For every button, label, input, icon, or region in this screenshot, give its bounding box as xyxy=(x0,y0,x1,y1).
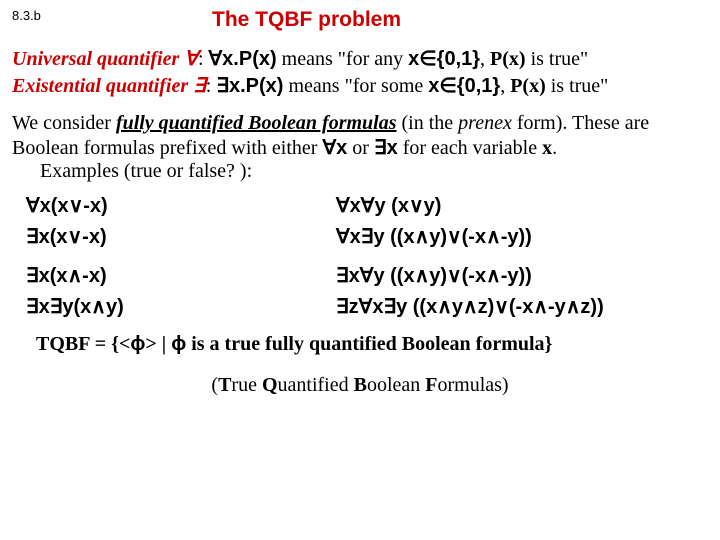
text: means "for some xyxy=(283,75,428,97)
forall-symbol: ∀ xyxy=(184,48,198,70)
text: is a true fully quantified Boolean formu… xyxy=(186,333,552,355)
text: ormulas xyxy=(437,374,501,396)
var-x: x xyxy=(542,137,552,159)
text: > | xyxy=(145,333,171,355)
examples-left-column: ∀x(x∨-x) ∃x(x∨-x) ∃x(x∧-x) ∃x∃y(x∧y) xyxy=(26,193,336,319)
description-paragraph: We consider fully quantified Boolean for… xyxy=(12,112,708,183)
phi-symbol: ϕ xyxy=(130,333,145,355)
exists-symbol: ∃ xyxy=(193,75,206,97)
existential-expr: ∃x.P(x) xyxy=(216,75,283,97)
text: . xyxy=(552,137,557,159)
text: for each variable xyxy=(398,137,542,159)
example-formula: ∀x∀y (x∨y) xyxy=(336,193,708,218)
example-formula: ∃x∀y ((x∧y)∨(-x∧-y)) xyxy=(336,263,708,288)
section-number: 8.3.b xyxy=(12,8,212,23)
text: , xyxy=(500,75,510,97)
existential-quantifier-line: Existential quantifier ∃: ∃x.P(x) means … xyxy=(12,73,708,98)
text: oolean xyxy=(367,374,425,396)
example-formula: ∃x∃y(x∧y) xyxy=(26,294,336,319)
example-formula: ∀x∃y ((x∧y)∨(-x∧-y)) xyxy=(336,224,708,249)
acr-F: F xyxy=(425,374,437,396)
examples-label: Examples (true or false? ): xyxy=(40,160,708,183)
acr-T: T xyxy=(218,374,231,396)
acr-B: B xyxy=(354,374,367,396)
forall-x: ∀x xyxy=(322,137,347,159)
existential-set: x∈{0,1} xyxy=(428,75,500,97)
acr-Q: Q xyxy=(262,374,278,396)
header-row: 8.3.b The TQBF problem xyxy=(12,8,708,32)
existential-label: Existential quantifier xyxy=(12,75,193,97)
examples-right-column: ∀x∀y (x∨y) ∀x∃y ((x∧y)∨(-x∧-y)) ∃x∀y ((x… xyxy=(336,193,708,319)
phi-symbol: ϕ xyxy=(171,333,186,355)
prenex-term: prenex xyxy=(458,112,512,134)
exists-x: ∃x xyxy=(374,137,398,159)
fqbf-term: fully quantified Boolean formulas xyxy=(116,112,397,134)
example-formula: ∃x(x∨-x) xyxy=(26,224,336,249)
example-formula: ∃x(x∧-x) xyxy=(26,263,336,288)
universal-quantifier-line: Universal quantifier ∀: ∀x.P(x) means "f… xyxy=(12,46,708,71)
example-formula: ∀x(x∨-x) xyxy=(26,193,336,218)
tqbf-definition: TQBF = {<ϕ> | ϕ is a true fully quantifi… xyxy=(36,333,708,356)
universal-set: x∈{0,1} xyxy=(408,48,480,70)
text: , xyxy=(480,48,490,70)
page-title: The TQBF problem xyxy=(212,8,401,32)
text: (in the xyxy=(397,112,459,134)
text: TQBF = {< xyxy=(36,333,130,355)
text: is true" xyxy=(546,75,609,97)
text: uantified xyxy=(278,374,354,396)
acronym-line: (True Quantified Boolean Formulas) xyxy=(12,374,708,397)
universal-expr: ∀x.P(x) xyxy=(209,48,277,70)
text: We consider xyxy=(12,112,116,134)
colon: : xyxy=(198,48,209,70)
examples-block: ∀x(x∨-x) ∃x(x∨-x) ∃x(x∧-x) ∃x∃y(x∧y) ∀x∀… xyxy=(26,193,708,319)
text: rue xyxy=(231,374,262,396)
text: ) xyxy=(502,374,509,396)
text: or xyxy=(347,137,374,159)
text: means "for any xyxy=(277,48,408,70)
text: is true" xyxy=(526,48,589,70)
px: P(x) xyxy=(490,48,526,70)
colon: : xyxy=(206,75,217,97)
px: P(x) xyxy=(510,75,546,97)
universal-label: Universal quantifier xyxy=(12,48,184,70)
example-formula: ∃z∀x∃y ((x∧y∧z)∨(-x∧-y∧z)) xyxy=(336,294,708,319)
